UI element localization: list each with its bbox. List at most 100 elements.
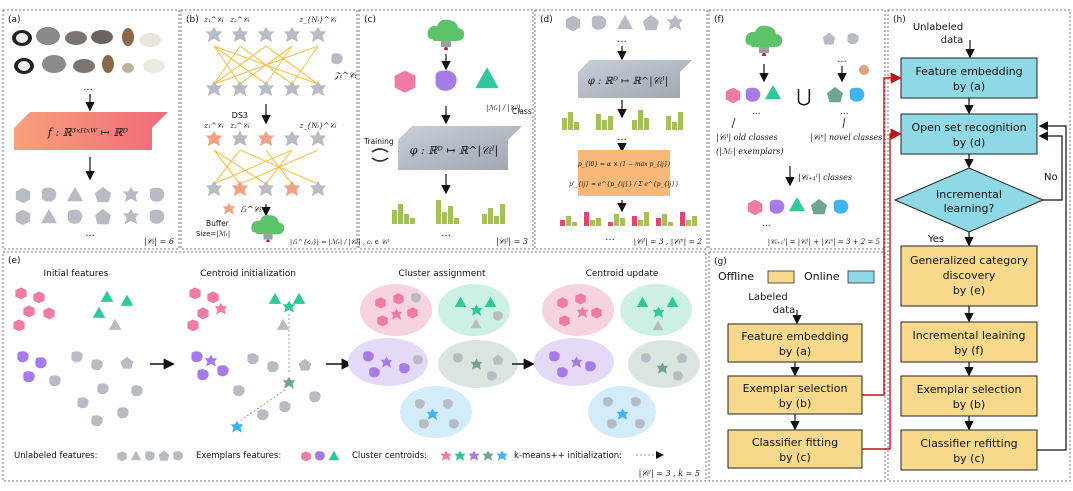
- stage-assignment-label: Cluster assignment: [398, 269, 486, 279]
- classifier-output-bars: [392, 200, 505, 224]
- refit-loop-arrow: [1037, 121, 1067, 451]
- offline-step-classifier-fitting: Classifier fitting by (c): [727, 429, 863, 469]
- panel-f-frame: [708, 9, 886, 250]
- exemplars-label: (|ℳᵣ| exemplars): [716, 147, 783, 156]
- unknown-prob-equation: p_{i0} = α × (1 − max p_{ij}): [578, 161, 671, 168]
- rhino-image: [73, 59, 95, 73]
- panel-c-count: |𝒞ₜˡ| = 3: [496, 237, 528, 246]
- online-step-open-set-recognition: Open set recognition by (d): [900, 113, 1038, 155]
- panel-b-tag: (b): [186, 15, 199, 25]
- yes-label: Yes: [927, 234, 944, 245]
- svg-text:z₂^𝒞ₜ: z₂^𝒞ₜ: [229, 16, 249, 24]
- svg-text:by (e): by (e): [953, 284, 985, 297]
- svg-text:Feature embedding: Feature embedding: [741, 330, 848, 343]
- svg-text:Size=|ℳᵣ|: Size=|ℳᵣ|: [196, 230, 230, 238]
- novel-classes-label: |𝒞ₜⁿ| novel classes: [810, 133, 882, 142]
- panel-a-count: |𝒞ₜ| = 6: [144, 237, 174, 246]
- panel-c-tag: (c): [364, 15, 376, 25]
- stage-update-label: Centroid update: [586, 269, 659, 279]
- elephant-image: [36, 27, 60, 45]
- logit-bars: [562, 110, 683, 130]
- svg-text:by (a): by (a): [779, 345, 811, 358]
- panel-a-tag: (a): [8, 15, 21, 25]
- classifier-block: [578, 60, 692, 98]
- probability-bars: [560, 212, 697, 226]
- svg-text:...: ...: [617, 34, 627, 45]
- panel-c: (c) |ℳᵣ| / |𝒞ₜˡ| Class Training φ : ℝᴰ ↦…: [363, 15, 532, 246]
- svg-text:Classifier refitting: Classifier refitting: [920, 437, 1017, 450]
- stage-centroid-initialization: [187, 287, 321, 433]
- rhino-image: [91, 30, 113, 44]
- svg-text:learning?: learning?: [944, 202, 995, 215]
- legend-exemplars: Exemplars features:: [196, 451, 281, 461]
- softmax-equation: p'_{ij} = e^{p_{ij}} / Σ e^{p_{ij}}: [569, 181, 679, 188]
- offline-step-feature-embedding: Feature embedding by (a): [727, 323, 863, 363]
- labeled-data-label: Labeled: [748, 292, 787, 303]
- annotator-icon: [859, 65, 869, 75]
- panel-d: (d) ... φ : ℝᴰ ↦ ℝ^|𝒞ₜˡ| ... p_{i0} = α …: [540, 14, 703, 246]
- rhino-image: [65, 31, 87, 45]
- legend-unlabeled: Unlabeled features:: [14, 451, 97, 461]
- no-label: No: [1044, 172, 1058, 183]
- unlabeled-data-label: Unlabeled: [913, 22, 963, 33]
- svg-text:Exemplar selection: Exemplar selection: [917, 383, 1022, 396]
- svg-text:z₁^𝒞ₜ: z₁^𝒞ₜ: [203, 16, 223, 24]
- encoder-formula: f : ℝ³ˣᴴˣᵂ ↦ ℝᴰ: [47, 126, 129, 139]
- svg-text:Classifier fitting: Classifier fitting: [752, 436, 838, 449]
- panel-f-count: |𝒞ₜ₊₁ˡ| = |𝒞ₜˡ| + |𝒞ₜⁿ| = 3 + 2 = 5: [768, 238, 881, 246]
- kmeans-init-path: [240, 314, 290, 421]
- svg-text:Class: Class: [512, 107, 532, 116]
- svg-text:data: data: [773, 305, 796, 316]
- svg-text:...: ...: [441, 228, 451, 239]
- legend-offline-label: Offline: [718, 270, 754, 283]
- stage-centroid-update: [534, 284, 700, 438]
- connection-lines-top: [213, 45, 319, 85]
- exemplars-per-class-formula: |ℰₜ^{cⱼ}| = |ℳᵣ| / |𝒞ₜˡ| , cⱼ ∈ 𝒞ₜˡ: [290, 238, 390, 246]
- panel-h: (h) Unlabeled data Feature embedding by …: [893, 15, 1067, 471]
- union-symbol: ⋃: [797, 86, 812, 107]
- animal-images-row1: [12, 27, 161, 47]
- kangaroo-image: [102, 55, 114, 73]
- panel-e-tag: (e): [8, 256, 21, 266]
- cat-image: [122, 63, 134, 73]
- svg-text:Feature embedding: Feature embedding: [915, 65, 1022, 78]
- encoder-block: [14, 112, 168, 150]
- old-classes-label: |𝒞ₜˡ| old classes: [716, 133, 778, 142]
- elephant-image: [42, 55, 66, 73]
- animal-images-row2: [14, 55, 165, 74]
- legend-offline-swatch: [767, 270, 795, 284]
- svg-text:...: ...: [837, 54, 847, 65]
- svg-text:...: ...: [83, 82, 93, 93]
- classifier-formula: φ : ℝᴰ ↦ ℝ^|𝒞ₜˡ|: [588, 76, 668, 87]
- panel-f: (f) ... ⋃ ... ... |𝒞ₜˡ| old classes (|ℳᵣ…: [714, 15, 882, 246]
- svg-text:by (c): by (c): [779, 451, 811, 464]
- svg-text:Generalized category: Generalized category: [910, 254, 1029, 267]
- svg-text:data: data: [941, 35, 964, 46]
- svg-text:z₂^𝒞ₜ: z₂^𝒞ₜ: [229, 122, 249, 130]
- svg-text:...: ...: [85, 228, 95, 239]
- legend-online-label: Online: [804, 270, 840, 283]
- svg-text:z_{Nₜ}^𝒞ₜ: z_{Nₜ}^𝒞ₜ: [299, 122, 337, 130]
- offline-step-exemplar-selection: Exemplar selection by (b): [727, 375, 863, 415]
- incremental-learning-decision: Incremental learning?: [893, 167, 1045, 233]
- panel-a: (a) ... f : ℝ³ˣᴴˣᵂ ↦ ℝᴰ: [8, 15, 174, 246]
- classifier-block: [398, 126, 522, 170]
- connection-lines-bottom: [213, 149, 319, 185]
- svg-text:...: ...: [752, 107, 761, 117]
- svg-text:by (b): by (b): [953, 398, 986, 411]
- legend-centroids: Cluster centroids:: [352, 451, 427, 461]
- training-loop-icon: [371, 148, 389, 162]
- svg-text:z₁^𝒞ₜ: z₁^𝒞ₜ: [203, 122, 223, 130]
- svg-text:...: ...: [762, 219, 771, 229]
- panel-g-tag: (g): [714, 257, 727, 267]
- svg-text:discovery: discovery: [943, 269, 996, 282]
- training-label: Training: [363, 137, 394, 146]
- feature-set-label: 𝒵ₜ^𝒞ₜ: [333, 71, 357, 80]
- panel-d-count: |𝒞ₜˡ| = 3 , |𝒞ₜⁿ| = 2: [634, 237, 703, 246]
- stage-cluster-assignment: [348, 284, 518, 438]
- ds3-label: DS3: [232, 111, 248, 120]
- panel-e: (e) Initial features Centroid initializa…: [8, 256, 700, 478]
- svg-text:by (c): by (c): [953, 452, 985, 465]
- panel-e-count: |𝒞ₜˡ| = 3 , k = 5: [639, 469, 700, 478]
